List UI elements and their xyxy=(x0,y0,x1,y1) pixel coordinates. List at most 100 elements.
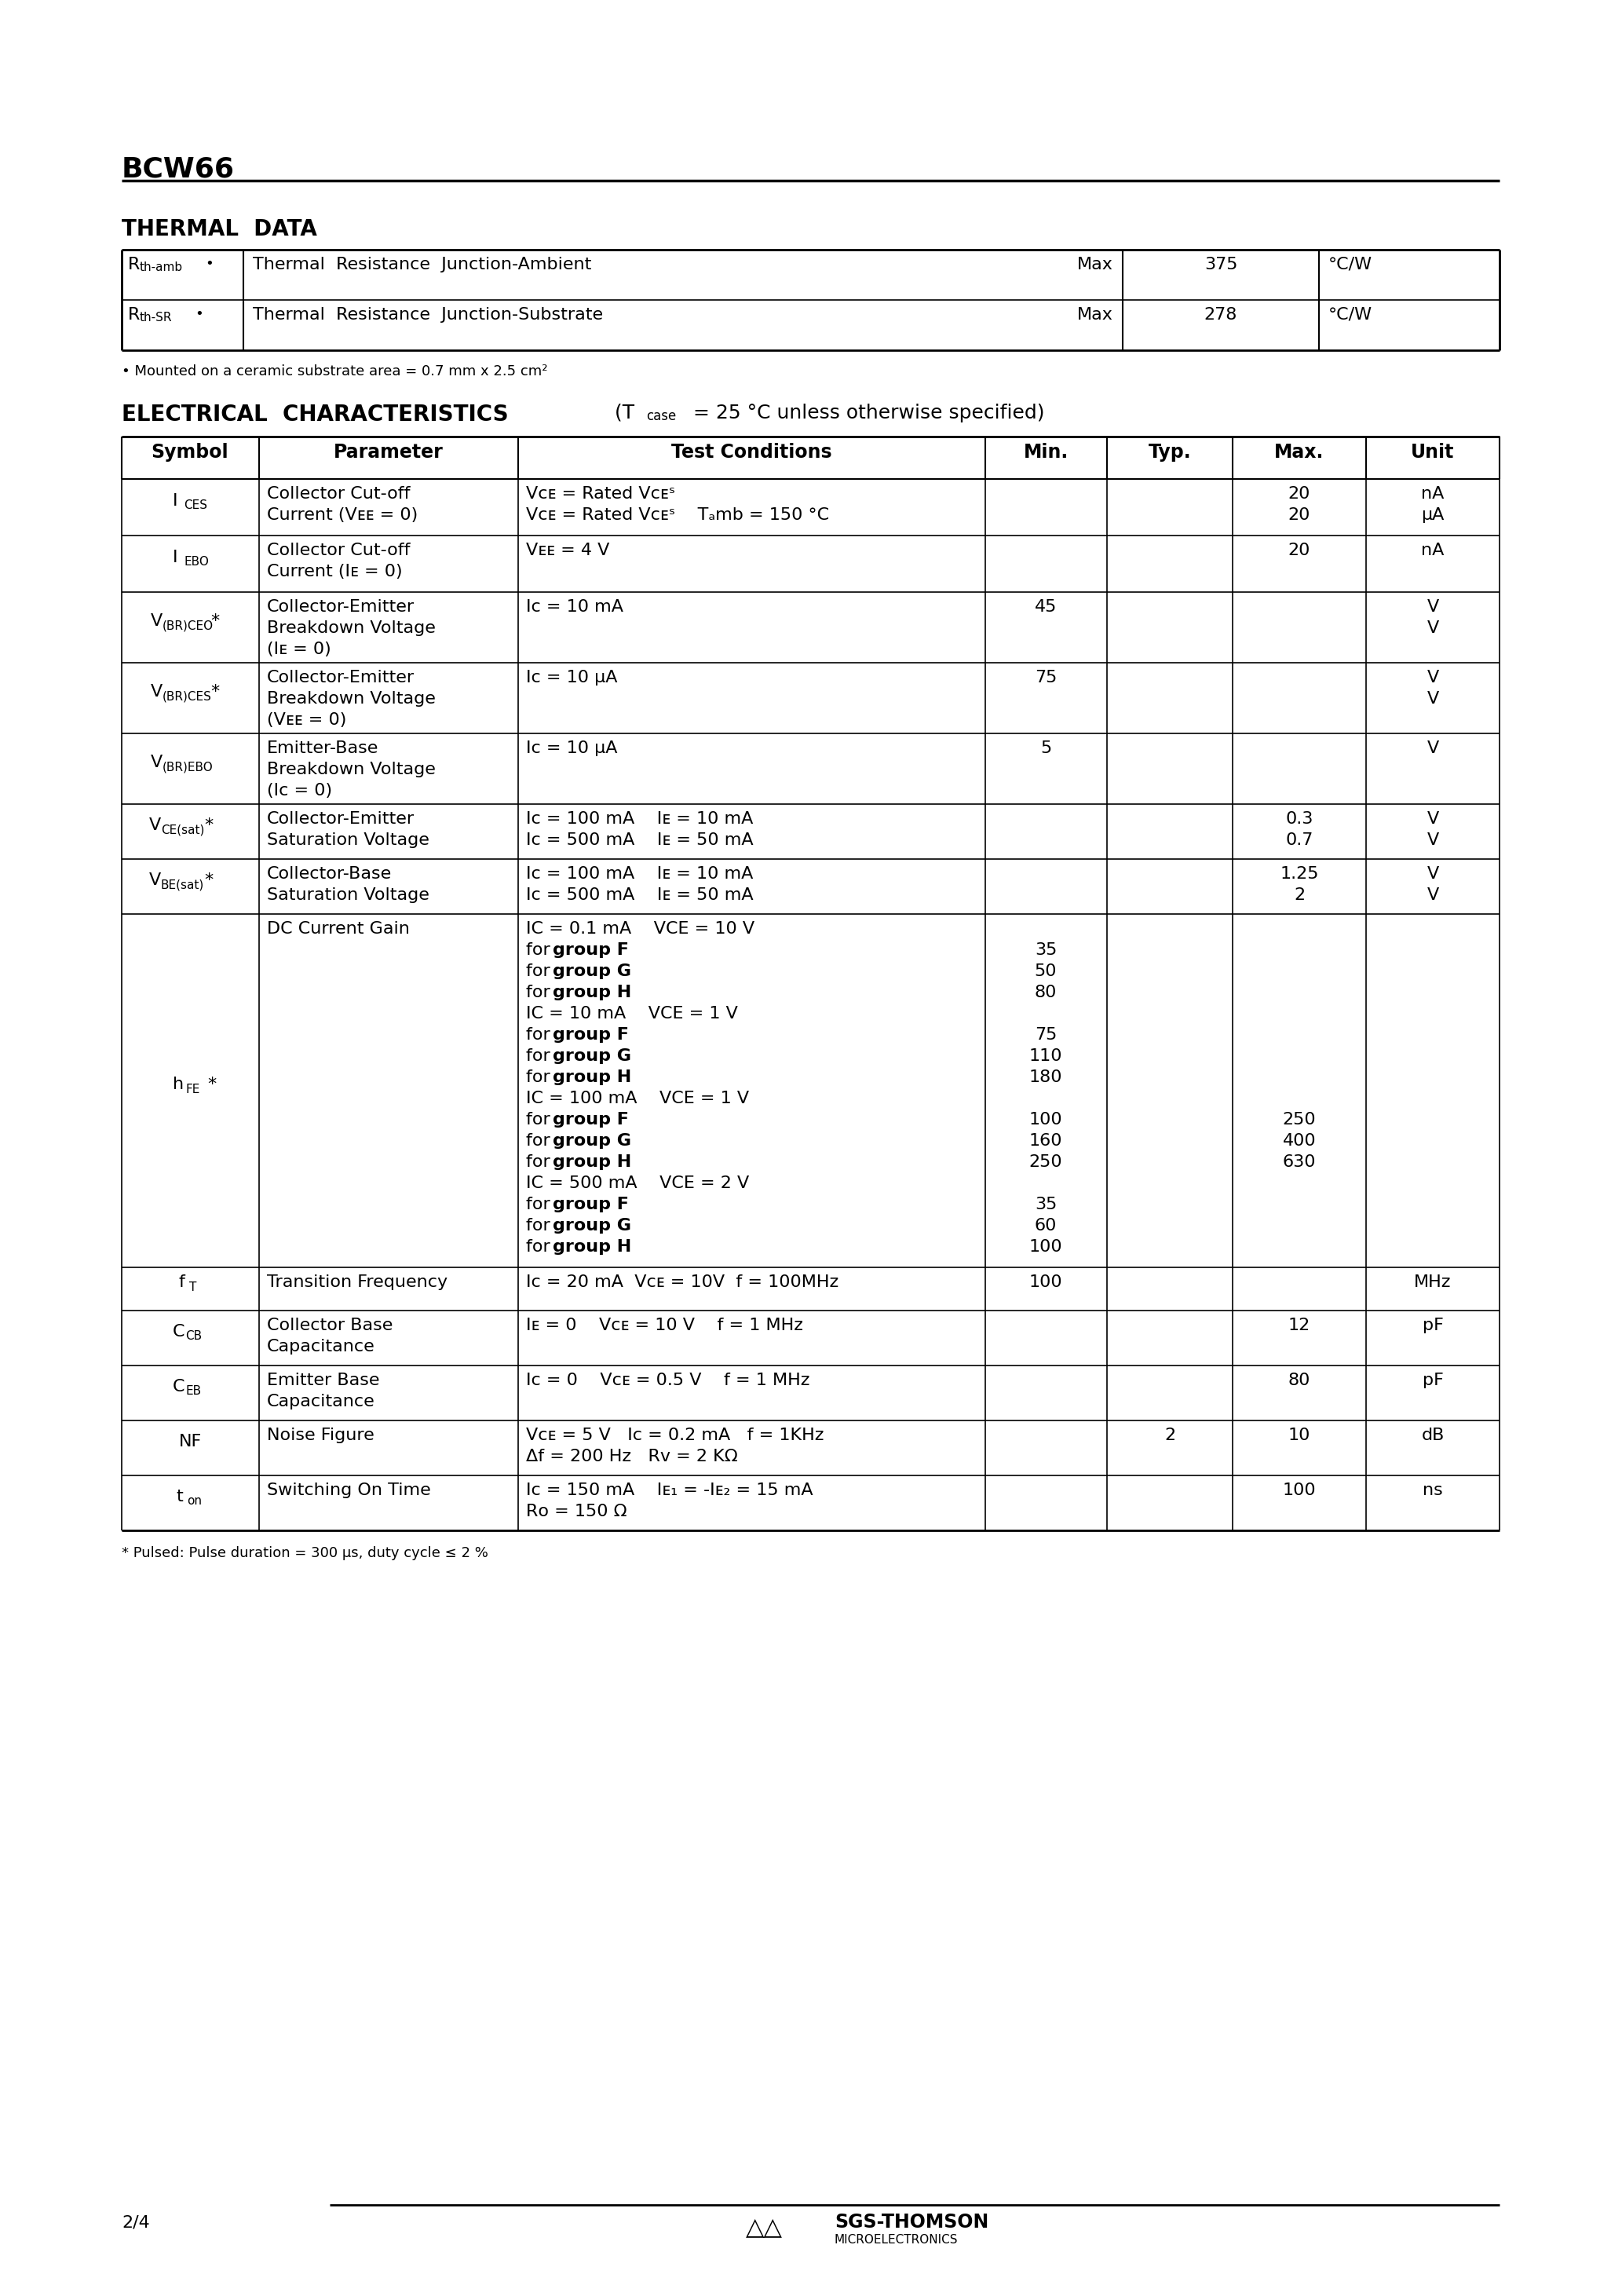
Text: IC = 100 mA    VCE = 1 V: IC = 100 mA VCE = 1 V xyxy=(526,1091,749,1107)
Text: (T: (T xyxy=(608,404,634,422)
Text: Iᴄ = 10 μA: Iᴄ = 10 μA xyxy=(526,670,618,687)
Text: SGS-THOMSON: SGS-THOMSON xyxy=(835,2213,989,2232)
Text: for: for xyxy=(526,1196,556,1212)
Text: for: for xyxy=(526,1111,556,1127)
Text: Transition Frequency: Transition Frequency xyxy=(268,1274,448,1290)
Text: 80: 80 xyxy=(1035,985,1058,1001)
Text: for: for xyxy=(526,1026,556,1042)
Text: EBO: EBO xyxy=(183,556,209,567)
Text: 20: 20 xyxy=(1288,507,1311,523)
Text: 20: 20 xyxy=(1288,542,1311,558)
Text: Iᴇ = 0    Vᴄᴇ = 10 V    f = 1 MHz: Iᴇ = 0 Vᴄᴇ = 10 V f = 1 MHz xyxy=(526,1318,803,1334)
Text: *: * xyxy=(211,684,219,700)
Text: V: V xyxy=(151,613,162,629)
Text: Vᴄᴇ = Rated Vᴄᴇˢ    Tₐmb = 150 °C: Vᴄᴇ = Rated Vᴄᴇˢ Tₐmb = 150 °C xyxy=(526,507,829,523)
Text: △△: △△ xyxy=(746,2216,782,2239)
Text: IC = 10 mA    VCE = 1 V: IC = 10 mA VCE = 1 V xyxy=(526,1006,738,1022)
Text: BE(sat): BE(sat) xyxy=(161,879,204,891)
Text: Breakdown Voltage: Breakdown Voltage xyxy=(268,762,436,778)
Text: NF: NF xyxy=(178,1433,201,1449)
Text: (Vᴇᴇ = 0): (Vᴇᴇ = 0) xyxy=(268,712,347,728)
Text: for: for xyxy=(526,941,556,957)
Text: V: V xyxy=(1427,670,1439,687)
Text: 75: 75 xyxy=(1035,670,1058,687)
Text: 45: 45 xyxy=(1035,599,1058,615)
Text: 50: 50 xyxy=(1035,964,1058,978)
Text: Iᴄ = 10 μA: Iᴄ = 10 μA xyxy=(526,742,618,755)
Text: V: V xyxy=(149,817,161,833)
Text: μA: μA xyxy=(1421,507,1444,523)
Text: on: on xyxy=(187,1495,201,1506)
Text: MHz: MHz xyxy=(1414,1274,1452,1290)
Text: 375: 375 xyxy=(1204,257,1238,273)
Text: 0.7: 0.7 xyxy=(1286,833,1314,847)
Text: Iᴄ = 500 mA    Iᴇ = 50 mA: Iᴄ = 500 mA Iᴇ = 50 mA xyxy=(526,833,753,847)
Text: Test Conditions: Test Conditions xyxy=(672,443,832,461)
Text: (Iᴇ = 0): (Iᴇ = 0) xyxy=(268,641,331,657)
Text: Iᴄ = 10 mA: Iᴄ = 10 mA xyxy=(526,599,623,615)
Text: Vᴇᴇ = 4 V: Vᴇᴇ = 4 V xyxy=(526,542,610,558)
Text: °C/W: °C/W xyxy=(1328,257,1372,273)
Text: h: h xyxy=(172,1077,183,1093)
Text: Noise Figure: Noise Figure xyxy=(268,1428,375,1444)
Text: 12: 12 xyxy=(1288,1318,1311,1334)
Text: (Iᴄ = 0): (Iᴄ = 0) xyxy=(268,783,333,799)
Text: * Pulsed: Pulse duration = 300 μs, duty cycle ≤ 2 %: * Pulsed: Pulse duration = 300 μs, duty … xyxy=(122,1545,488,1561)
Text: group H: group H xyxy=(553,985,631,1001)
Text: *: * xyxy=(208,1077,216,1093)
Text: Collector Base: Collector Base xyxy=(268,1318,393,1334)
Text: Capacitance: Capacitance xyxy=(268,1394,375,1410)
Text: Collector-Base: Collector-Base xyxy=(268,866,393,882)
Text: Breakdown Voltage: Breakdown Voltage xyxy=(268,620,436,636)
Text: 100: 100 xyxy=(1028,1274,1062,1290)
Text: dB: dB xyxy=(1421,1428,1444,1444)
Text: 250: 250 xyxy=(1283,1111,1315,1127)
Text: ELECTRICAL  CHARACTERISTICS: ELECTRICAL CHARACTERISTICS xyxy=(122,404,508,425)
Text: DC Current Gain: DC Current Gain xyxy=(268,921,410,937)
Text: group F: group F xyxy=(553,1196,629,1212)
Text: Current (Vᴇᴇ = 0): Current (Vᴇᴇ = 0) xyxy=(268,507,418,523)
Text: IC = 0.1 mA    VCE = 10 V: IC = 0.1 mA VCE = 10 V xyxy=(526,921,754,937)
Text: •: • xyxy=(195,308,203,321)
Text: ns: ns xyxy=(1422,1483,1444,1499)
Text: *: * xyxy=(211,613,219,629)
Text: 2: 2 xyxy=(1294,886,1304,902)
Text: for: for xyxy=(526,985,556,1001)
Text: • Mounted on a ceramic substrate area = 0.7 mm x 2.5 cm²: • Mounted on a ceramic substrate area = … xyxy=(122,365,548,379)
Text: group G: group G xyxy=(553,1049,631,1063)
Text: (BR)CES: (BR)CES xyxy=(162,691,212,703)
Text: 10: 10 xyxy=(1288,1428,1311,1444)
Text: Δf = 200 Hz   Rᴠ = 2 KΩ: Δf = 200 Hz Rᴠ = 2 KΩ xyxy=(526,1449,738,1465)
Text: V: V xyxy=(1427,866,1439,882)
Text: Max.: Max. xyxy=(1275,443,1324,461)
Text: Iᴄ = 150 mA    Iᴇ₁ = -Iᴇ₂ = 15 mA: Iᴄ = 150 mA Iᴇ₁ = -Iᴇ₂ = 15 mA xyxy=(526,1483,813,1499)
Text: group F: group F xyxy=(553,1026,629,1042)
Text: 35: 35 xyxy=(1035,941,1058,957)
Text: *: * xyxy=(204,817,212,833)
Text: Collector Cut-off: Collector Cut-off xyxy=(268,487,410,503)
Text: EB: EB xyxy=(185,1384,201,1398)
Text: 2: 2 xyxy=(1165,1428,1176,1444)
Text: pF: pF xyxy=(1422,1318,1444,1334)
Text: Current (Iᴇ = 0): Current (Iᴇ = 0) xyxy=(268,565,402,579)
Text: Emitter-Base: Emitter-Base xyxy=(268,742,378,755)
Text: Iᴄ = 500 mA    Iᴇ = 50 mA: Iᴄ = 500 mA Iᴇ = 50 mA xyxy=(526,886,753,902)
Text: 1.25: 1.25 xyxy=(1280,866,1319,882)
Text: *: * xyxy=(204,872,212,889)
Text: CB: CB xyxy=(185,1332,201,1343)
Text: Thermal  Resistance  Junction-Ambient: Thermal Resistance Junction-Ambient xyxy=(253,257,592,273)
Text: (BR)EBO: (BR)EBO xyxy=(162,762,214,774)
Text: V: V xyxy=(149,872,161,889)
Text: 35: 35 xyxy=(1035,1196,1058,1212)
Text: for: for xyxy=(526,1155,556,1171)
Text: Breakdown Voltage: Breakdown Voltage xyxy=(268,691,436,707)
Text: C: C xyxy=(172,1380,185,1394)
Text: T: T xyxy=(190,1281,196,1293)
Text: 75: 75 xyxy=(1035,1026,1058,1042)
Text: for: for xyxy=(526,964,556,978)
Text: 400: 400 xyxy=(1283,1134,1315,1148)
Text: Max: Max xyxy=(1077,257,1113,273)
Text: V: V xyxy=(1427,886,1439,902)
Text: CES: CES xyxy=(183,501,208,512)
Text: V: V xyxy=(1427,833,1439,847)
